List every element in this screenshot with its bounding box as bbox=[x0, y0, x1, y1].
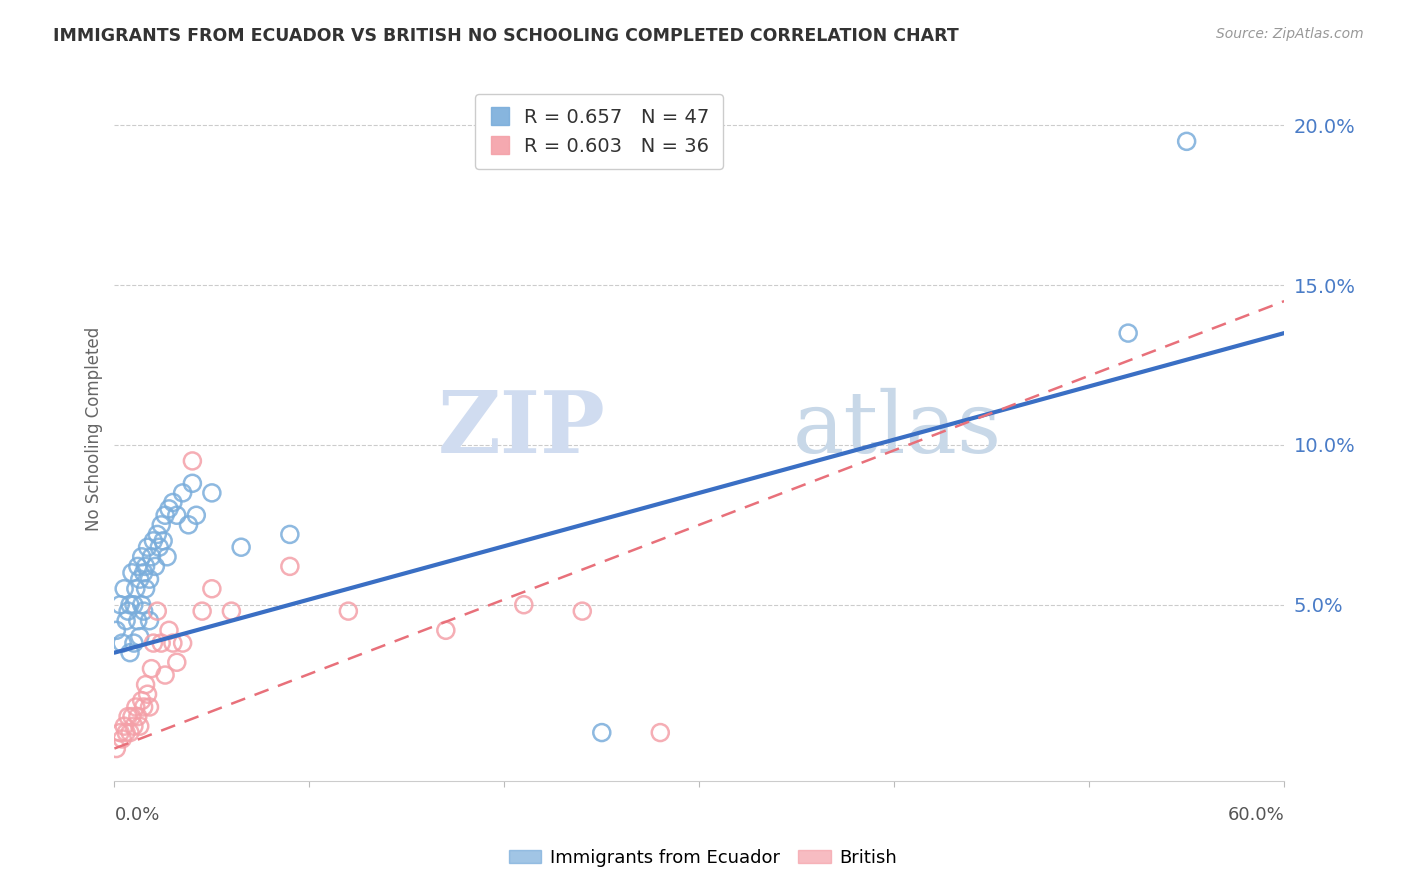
Point bbox=[181, 454, 204, 468]
Point bbox=[148, 540, 170, 554]
Point bbox=[650, 725, 672, 739]
Point bbox=[118, 598, 141, 612]
Point bbox=[128, 719, 150, 733]
Point bbox=[118, 646, 141, 660]
Point bbox=[231, 540, 253, 554]
Point bbox=[111, 636, 134, 650]
Point bbox=[132, 604, 155, 618]
Point bbox=[122, 598, 145, 612]
Point bbox=[221, 604, 243, 618]
Point bbox=[157, 501, 180, 516]
Text: IMMIGRANTS FROM ECUADOR VS BRITISH NO SCHOOLING COMPLETED CORRELATION CHART: IMMIGRANTS FROM ECUADOR VS BRITISH NO SC… bbox=[53, 27, 959, 45]
Point bbox=[150, 517, 173, 532]
Point bbox=[186, 508, 208, 523]
Point bbox=[117, 709, 139, 723]
Point bbox=[122, 636, 145, 650]
Point bbox=[1116, 326, 1139, 340]
Point bbox=[177, 517, 200, 532]
Point bbox=[125, 700, 148, 714]
Point bbox=[136, 540, 159, 554]
Point bbox=[111, 731, 134, 746]
Legend: Immigrants from Ecuador, British: Immigrants from Ecuador, British bbox=[502, 842, 904, 874]
Point bbox=[135, 678, 157, 692]
Point bbox=[127, 559, 149, 574]
Point bbox=[132, 700, 155, 714]
Point bbox=[166, 655, 188, 669]
Point bbox=[156, 549, 179, 564]
Point bbox=[201, 486, 224, 500]
Point bbox=[121, 566, 143, 580]
Point bbox=[201, 582, 224, 596]
Point bbox=[153, 668, 176, 682]
Point bbox=[278, 527, 301, 541]
Point bbox=[191, 604, 214, 618]
Point bbox=[110, 598, 132, 612]
Point bbox=[132, 566, 155, 580]
Point bbox=[434, 624, 457, 638]
Point bbox=[166, 508, 188, 523]
Point bbox=[128, 572, 150, 586]
Point bbox=[142, 636, 165, 650]
Point bbox=[127, 709, 149, 723]
Point bbox=[138, 614, 160, 628]
Point bbox=[571, 604, 593, 618]
Point bbox=[146, 527, 169, 541]
Point bbox=[150, 636, 173, 650]
Point bbox=[146, 604, 169, 618]
Point bbox=[131, 549, 153, 564]
Point bbox=[172, 486, 194, 500]
Point bbox=[138, 700, 160, 714]
Point bbox=[162, 636, 184, 650]
Point bbox=[153, 508, 176, 523]
Point bbox=[162, 495, 184, 509]
Point bbox=[136, 687, 159, 701]
Point bbox=[118, 725, 141, 739]
Point bbox=[105, 741, 128, 756]
Point bbox=[115, 725, 138, 739]
Point bbox=[131, 693, 153, 707]
Point bbox=[135, 582, 157, 596]
Point bbox=[128, 630, 150, 644]
Text: 60.0%: 60.0% bbox=[1227, 806, 1284, 824]
Point bbox=[135, 559, 157, 574]
Point bbox=[131, 598, 153, 612]
Point bbox=[337, 604, 360, 618]
Point bbox=[115, 614, 138, 628]
Legend: R = 0.657   N = 47, R = 0.603   N = 36: R = 0.657 N = 47, R = 0.603 N = 36 bbox=[475, 95, 723, 169]
Point bbox=[157, 624, 180, 638]
Point bbox=[143, 559, 166, 574]
Point bbox=[278, 559, 301, 574]
Point bbox=[181, 476, 204, 491]
Point bbox=[142, 533, 165, 548]
Point bbox=[117, 604, 139, 618]
Text: ZIP: ZIP bbox=[437, 387, 606, 471]
Point bbox=[112, 582, 135, 596]
Point bbox=[152, 533, 174, 548]
Point bbox=[110, 725, 132, 739]
Point bbox=[121, 709, 143, 723]
Text: Source: ZipAtlas.com: Source: ZipAtlas.com bbox=[1216, 27, 1364, 41]
Point bbox=[141, 662, 163, 676]
Text: 0.0%: 0.0% bbox=[114, 806, 160, 824]
Point bbox=[112, 719, 135, 733]
Text: atlas: atlas bbox=[793, 387, 1002, 471]
Point bbox=[513, 598, 536, 612]
Point bbox=[125, 582, 148, 596]
Point bbox=[122, 719, 145, 733]
Point bbox=[138, 572, 160, 586]
Point bbox=[1175, 134, 1198, 148]
Point bbox=[141, 549, 163, 564]
Y-axis label: No Schooling Completed: No Schooling Completed bbox=[86, 326, 103, 531]
Point bbox=[591, 725, 613, 739]
Point bbox=[105, 624, 128, 638]
Point bbox=[127, 614, 149, 628]
Point bbox=[172, 636, 194, 650]
